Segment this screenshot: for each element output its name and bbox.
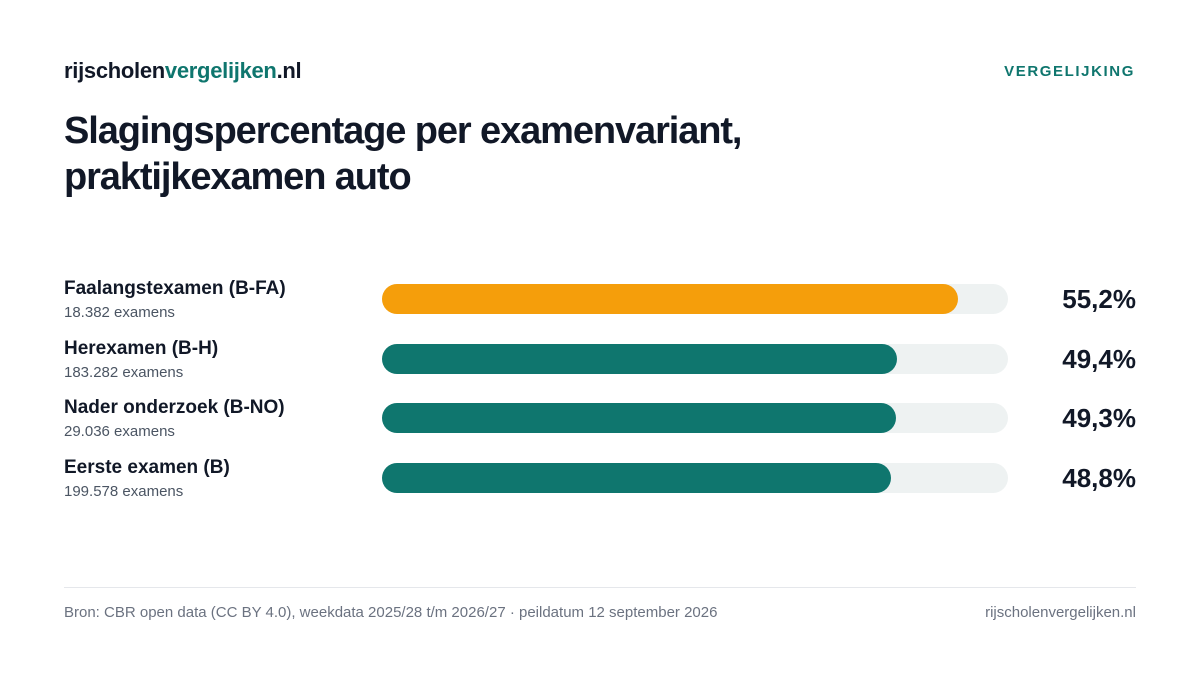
bar-track [382, 284, 1008, 314]
bar [382, 284, 958, 314]
chart-title-line-1: Slagingspercentage per examenvariant, [64, 110, 742, 152]
brand-logo[interactable]: rijscholenvergelijken.nl [64, 58, 302, 84]
chart-title-line-2: praktijkexamen auto [64, 156, 412, 198]
bar [382, 463, 892, 493]
value-label: 48,8% [1062, 463, 1136, 493]
exam-count-label: 29.036 examens [64, 423, 175, 440]
exam-count-label: 18.382 examens [64, 304, 175, 321]
bar-row: Herexamen (B-H) 183.282 examens 49,4% [64, 338, 1136, 398]
category-label: Faalangstexamen (B-FA) [64, 278, 286, 299]
brand-name-part: rijscholen [64, 58, 165, 83]
bar-row: Nader onderzoek (B-NO) 29.036 examens 49,3… [64, 397, 1136, 457]
chart-title: Slagingspercentage per examenvariant, pr… [64, 108, 1064, 200]
footer-divider [64, 587, 1136, 588]
bar-track [382, 463, 1008, 493]
exam-count-label: 199.578 examens [64, 483, 184, 500]
brand-name-tld: .nl [276, 58, 302, 83]
value-label: 49,4% [1062, 344, 1136, 374]
bar [382, 403, 897, 433]
brand-name-accent: vergelijken [164, 58, 277, 83]
bar-track [382, 403, 1008, 433]
source-note: Bron: CBR open data (CC BY 4.0), weekdat… [64, 604, 718, 621]
category-label: Nader onderzoek (B-NO) [64, 397, 285, 418]
category-label: Eerste examen (B) [64, 457, 230, 478]
category-tag: VERGELIJKING [1004, 63, 1135, 80]
bar-row: Eerste examen (B) 199.578 examens 48,8% [64, 457, 1136, 517]
category-label: Herexamen (B-H) [64, 338, 219, 359]
exam-count-label: 183.282 examens [64, 364, 184, 381]
bar [382, 344, 898, 374]
value-label: 55,2% [1062, 284, 1136, 314]
footer-site: rijscholenvergelijken.nl [985, 604, 1136, 621]
bar-track [382, 344, 1008, 374]
value-label: 49,3% [1062, 403, 1136, 433]
header: rijscholenvergelijken.nl VERGELIJKING [64, 58, 1135, 88]
bar-row: Faalangstexamen (B-FA) 18.382 examens 55,2… [64, 278, 1136, 338]
